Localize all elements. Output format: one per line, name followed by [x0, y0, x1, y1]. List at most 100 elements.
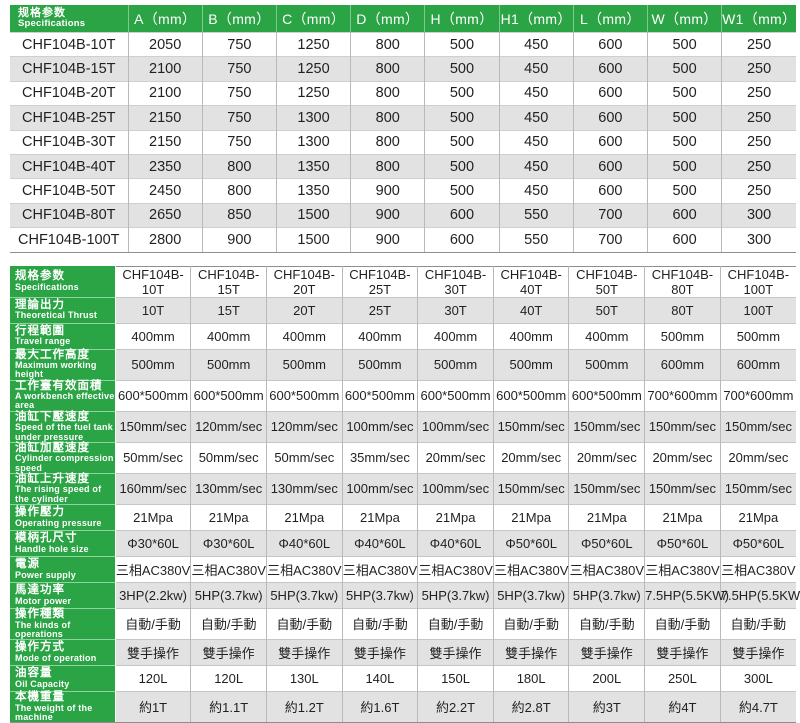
spec-cell: 700*600mm [644, 379, 721, 412]
spec-cell: 三相AC380V [341, 555, 419, 583]
spec-cell: 5HP(3.7kw) [568, 581, 646, 609]
dim-cell-l: 700 [572, 227, 648, 253]
spec-label-cn: 油容量 [15, 666, 53, 679]
spec-row-label-theoretical-thrust: 理論出力 Theoretical Thrust [10, 296, 116, 324]
spec-cell: Φ30*60L [114, 529, 192, 557]
dim-cell-w: 500 [646, 153, 723, 179]
spec-cell: 約1.6T [341, 690, 419, 723]
table-row: CHF104B-25T 2150 750 1300 800 500 450 60… [10, 105, 796, 131]
spec-row-label-handle-hole-size: 模柄孔尺寸 Handle hole size [10, 529, 116, 557]
spec-label-cn: 最大工作高度 [15, 348, 90, 361]
table-row: 操作方式 Mode of operation 雙手操作 雙手操作 雙手操作 雙手… [10, 638, 796, 666]
dim-cell-h: 500 [424, 80, 500, 106]
spec-sheet-page: 规格参数 Specifications A（mm） B（mm） C（mm） D（… [0, 5, 800, 723]
dim-cell-w: 500 [646, 56, 723, 82]
spec-cell: 21Mpa [265, 503, 343, 531]
spec-cell: 雙手操作 [568, 638, 646, 666]
dim-cell-c: 1250 [275, 80, 352, 106]
spec-cell: 約4T [644, 690, 721, 723]
dim-cell-a: 2050 [127, 31, 203, 57]
spec-cell: 130mm/sec [265, 472, 343, 505]
table-row: 本機重量 The weight of the machine 約1T 約1.1T… [10, 690, 796, 723]
spec-cell: Φ50*60L [719, 529, 796, 557]
spec-cell: 20mm/sec [417, 441, 494, 474]
dim-cell-h: 500 [424, 178, 500, 204]
dim-cell-h1: 450 [498, 178, 574, 204]
spec-row-label-motor-power: 馬達功率 Motor power [10, 581, 116, 609]
spec-cell: 雙手操作 [341, 638, 419, 666]
spec-label-en: Specifications [15, 281, 79, 292]
spec-cell: 約1T [114, 690, 192, 723]
spec-cell: 7.5HP(5.5KW) [719, 581, 800, 609]
spec-label-en: Motor power [15, 595, 72, 606]
spec-cell: 三相AC380V [719, 555, 796, 583]
table-row: CHF104B-40T 2350 800 1350 800 500 450 60… [10, 153, 796, 179]
table-row: 工作臺有效面積 A workbench effective area 600*5… [10, 379, 796, 412]
dim-cell-h: 500 [424, 105, 500, 131]
spec-row-label-operating-pressure: 操作壓力 Operating pressure [10, 503, 116, 531]
dim-cell-b: 800 [201, 153, 277, 179]
spec-cell: 三相AC380V [492, 555, 570, 583]
spec-row-label-machine-weight: 本機重量 The weight of the machine [10, 690, 116, 723]
column-header-w: W（mm） [646, 5, 723, 33]
spec-cell: 150mm/sec [568, 410, 646, 443]
dim-cell-w1: 300 [721, 202, 796, 228]
spec-cell: 600mm [644, 348, 721, 381]
table-row: 最大工作高度 Maximum working height 500mm 500m… [10, 348, 796, 381]
column-header-d: D（mm） [350, 5, 426, 33]
spec-cell: 500mm [417, 348, 494, 381]
dim-cell-h1: 450 [498, 56, 574, 82]
dim-cell-w1: 250 [721, 178, 796, 204]
table-row: CHF104B-80T 2650 850 1500 900 600 550 70… [10, 202, 796, 228]
spec-cell: 自動/手動 [492, 607, 570, 640]
dim-cell-w: 500 [646, 129, 723, 155]
spec-label-cn: 油缸加壓速度 [15, 441, 90, 454]
spec-label-cn: 馬達功率 [15, 583, 65, 596]
dim-cell-c: 1250 [275, 56, 352, 82]
spec-cell: 140L [341, 664, 419, 692]
spec-cell: Φ50*60L [568, 529, 646, 557]
table-row: 油缸下壓速度 Speed of the fuel tank under pres… [10, 410, 796, 443]
spec-cell: 250L [644, 664, 721, 692]
spec-cell: 150L [417, 664, 494, 692]
dim-cell-w: 600 [646, 227, 723, 253]
spec-cell: 180L [492, 664, 570, 692]
spec-cell: 600*500mm [114, 379, 192, 412]
spec-cell: 150mm/sec [114, 410, 192, 443]
spec-cell: 21Mpa [341, 503, 419, 531]
dim-cell-l: 600 [572, 153, 648, 179]
table-row: 油容量 Oil Capacity 120L 120L 130L 140L 150… [10, 664, 796, 692]
spec-cell: 160mm/sec [114, 472, 192, 505]
spec-label-en: The rising speed of the cylinder [15, 484, 102, 504]
spec-cell: 20T [265, 296, 343, 324]
spec-cell: Φ50*60L [644, 529, 721, 557]
spec-cell: 120mm/sec [265, 410, 343, 443]
spec-cell: 自動/手動 [719, 607, 796, 640]
spec-cell: 150mm/sec [492, 410, 570, 443]
spec-cell: 400mm [190, 322, 267, 350]
spec-label-en: A workbench effective area [15, 391, 115, 411]
dim-cell-c: 1500 [275, 227, 352, 253]
spec-label-cn: 本機重量 [15, 690, 65, 703]
spec-cell: 100mm/sec [417, 410, 494, 443]
dim-cell-l: 700 [572, 202, 648, 228]
spec-cell: 自動/手動 [265, 607, 343, 640]
spec-cell: 500mm [492, 348, 570, 381]
corner-label-cn: 规格参数 [18, 7, 66, 20]
spec-cell: 21Mpa [492, 503, 570, 531]
table-row: 電源 Power supply 三相AC380V 三相AC380V 三相AC38… [10, 555, 796, 583]
corner-label-en: Specifications [18, 18, 86, 30]
dim-cell-d: 800 [350, 153, 426, 179]
dim-cell-h: 600 [424, 202, 500, 228]
spec-label-cn: 操作種類 [15, 607, 65, 620]
spec-cell: 3HP(2.2kw) [114, 581, 192, 609]
dim-cell-l: 600 [572, 178, 648, 204]
spec-cell: 三相AC380V [190, 555, 267, 583]
dim-cell-h1: 450 [498, 129, 574, 155]
spec-cell: 5HP(3.7kw) [190, 581, 267, 609]
spec-cell: 自動/手動 [341, 607, 419, 640]
specification-table: 规格参数 Specifications CHF104B-10T CHF104B-… [10, 265, 800, 723]
spec-cell: 約2.8T [492, 690, 570, 723]
dim-cell-w: 500 [646, 80, 723, 106]
spec-label-cn: 模柄孔尺寸 [15, 531, 78, 544]
